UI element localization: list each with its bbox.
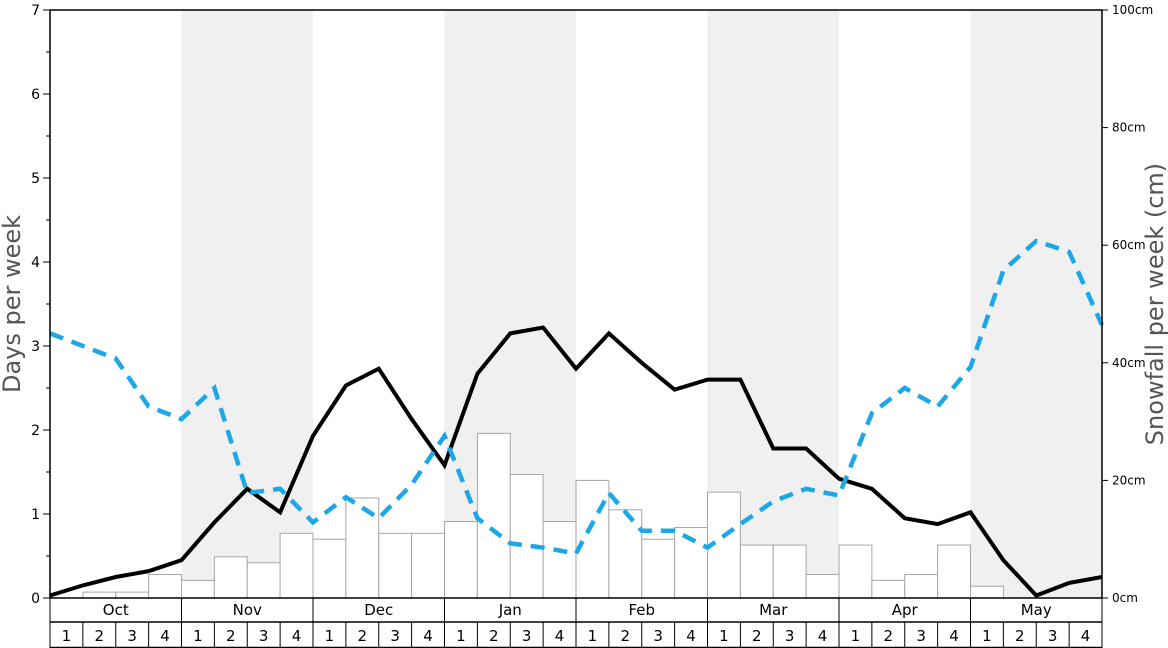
right-tick-label: 80cm (1112, 121, 1146, 135)
week-label: 2 (226, 627, 236, 645)
week-label: 1 (193, 627, 203, 645)
left-tick-label: 4 (31, 255, 40, 271)
week-label: 3 (916, 627, 926, 645)
month-label-jan: Jan (498, 601, 522, 619)
week-label: 2 (621, 627, 631, 645)
week-label: 3 (259, 627, 269, 645)
week-label: 2 (489, 627, 499, 645)
week-label: 1 (588, 627, 598, 645)
week-label: 2 (884, 627, 894, 645)
snowfall-bar (904, 573, 939, 599)
snowfall-bar (444, 521, 478, 599)
week-label: 1 (982, 627, 992, 645)
week-label: 2 (358, 627, 368, 645)
week-label: 4 (1081, 627, 1091, 645)
month-label-feb: Feb (628, 601, 655, 619)
snowfall-bar (509, 474, 544, 599)
snowfall-bar (246, 562, 281, 599)
snowfall-bar (608, 509, 643, 599)
week-row: 1 2 3 4 1 2 3 4 1 2 3 4 1 2 3 4 1 2 3 4 1 2 3 4 1 2 3 4 1 2 3 4 (49, 622, 1103, 648)
right-tick-label: 60cm (1112, 238, 1146, 252)
left-tick-label: 0 (31, 591, 40, 607)
right-tick-label: 40cm (1112, 356, 1146, 370)
snowfall-bar (476, 432, 511, 599)
y-axis-left-title: Days per week (0, 215, 26, 393)
right-tick-label: 0cm (1112, 591, 1138, 605)
snowfall-bar (641, 538, 676, 599)
left-axis-ticks: 0 1 2 3 4 5 6 7 (31, 3, 50, 607)
left-tick-label: 2 (31, 423, 40, 439)
snowfall-bar (542, 521, 577, 599)
week-label: 2 (95, 627, 105, 645)
month-shading-group (181, 10, 1102, 598)
right-tick-label: 20cm (1112, 473, 1146, 487)
snowfall-bar (181, 579, 215, 599)
week-label: 3 (127, 627, 137, 645)
lines-group (49, 238, 1105, 598)
right-tick-label: 100cm (1112, 3, 1153, 17)
left-tick-label: 3 (31, 339, 40, 355)
week-label: 1 (325, 627, 335, 645)
week-label: 1 (851, 627, 861, 645)
month-shade-nov (181, 10, 313, 598)
left-tick-label: 6 (31, 87, 40, 103)
week-label: 1 (719, 627, 729, 645)
snowfall-bar (312, 538, 347, 599)
left-tick-label: 5 (31, 171, 40, 187)
solid-line-series (49, 325, 1103, 598)
month-label-may: May (1021, 601, 1052, 619)
week-label: 4 (555, 627, 565, 645)
week-label: 2 (752, 627, 762, 645)
snowfall-bar (805, 573, 840, 599)
week-label: 4 (818, 627, 828, 645)
left-tick-label: 7 (31, 3, 40, 19)
week-label: 3 (653, 627, 663, 645)
snowfall-bar (739, 544, 774, 599)
month-label-oct: Oct (103, 601, 129, 619)
snowfall-bar (838, 544, 873, 599)
snowfall-bar (378, 532, 413, 599)
snowfall-bar (115, 591, 150, 599)
week-label: 4 (686, 627, 696, 645)
snowfall-bar (279, 532, 314, 599)
week-label: 1 (456, 627, 466, 645)
week-label: 3 (785, 627, 795, 645)
snowfall-bar (871, 579, 906, 599)
month-label-mar: Mar (759, 601, 788, 619)
week-label: 3 (390, 627, 400, 645)
week-label: 3 (522, 627, 532, 645)
snowfall-bar (148, 573, 182, 599)
month-label-nov: Nov (233, 601, 262, 619)
month-row: Oct Nov Dec Jan Feb Mar Apr May (49, 598, 1103, 623)
snowfall-bar (82, 591, 117, 599)
week-label: 2 (1015, 627, 1025, 645)
snowfall-bar (575, 479, 610, 599)
month-label-apr: Apr (892, 601, 919, 619)
week-label: 3 (1048, 627, 1058, 645)
month-label-dec: Dec (364, 601, 393, 619)
week-label: 4 (423, 627, 433, 645)
left-tick-label: 1 (31, 507, 40, 523)
snowfall-bar (970, 585, 1004, 599)
snowfall-bar (411, 532, 445, 599)
week-label: 4 (949, 627, 959, 645)
y-axis-right-title: Snowfall per week (cm) (1141, 163, 1168, 445)
week-label: 4 (292, 627, 302, 645)
snowfall-bar (772, 544, 807, 599)
snowfall-bar (213, 556, 248, 599)
snowfall-bar (937, 544, 971, 599)
week-label: 1 (62, 627, 72, 645)
week-label: 4 (160, 627, 170, 645)
right-axis-ticks: 0cm 20cm 40cm 60cm 80cm 100cm (1102, 3, 1153, 605)
dashed-line-series (49, 238, 1105, 556)
